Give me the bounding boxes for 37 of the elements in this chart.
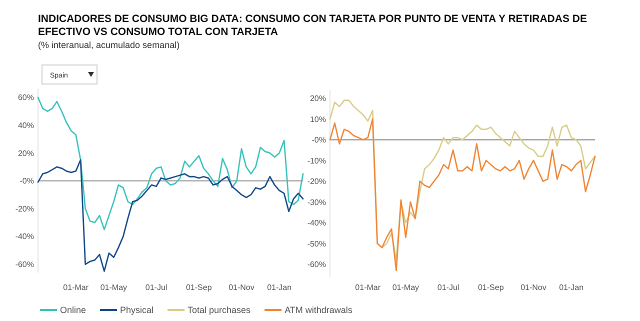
y-tick-label: -0%	[20, 176, 34, 186]
x-tick-label: 01-Mar	[355, 283, 381, 292]
x-tick-label: 01-Jul	[437, 283, 460, 292]
x-tick-label: 01-Jan	[559, 283, 584, 292]
y-tick-label: 40%	[18, 120, 34, 130]
x-tick-label: 01-May	[100, 283, 128, 292]
line-series	[37, 96, 304, 230]
x-tick-label: 01-Mar	[63, 283, 89, 292]
y-tick-label: -10%	[307, 156, 326, 166]
x-tick-label: 01-Nov	[520, 283, 546, 292]
y-tick-label: -50%	[307, 239, 326, 248]
chart-subtitle: (% interanual, acumulado semanal)	[38, 40, 180, 50]
y-tick-label: -30%	[307, 198, 326, 207]
line-series	[37, 159, 304, 272]
y-tick-label: -40%	[15, 232, 34, 242]
line-series	[329, 118, 596, 272]
y-tick-label: -60%	[15, 260, 34, 270]
y-tick-label: -20%	[15, 204, 34, 214]
y-tick-label: -60%	[307, 260, 326, 270]
x-tick-label: 01-Jul	[145, 283, 168, 292]
x-tick-label: 01-Sep	[186, 283, 212, 292]
x-tick-label: 01-May	[392, 283, 420, 292]
y-tick-label: -0%	[312, 136, 326, 145]
y-tick-label: -20%	[307, 177, 326, 186]
x-tick-label: 01-Sep	[478, 283, 504, 292]
y-tick-label: 20%	[310, 94, 326, 103]
x-tick-label: 01-Jan	[267, 283, 292, 292]
x-tick-label: 01-Nov	[228, 283, 254, 292]
y-tick-label: 20%	[18, 148, 34, 158]
y-tick-label: 10%	[310, 114, 326, 124]
legend-label: Total purchases	[188, 305, 252, 315]
legend-label: Physical	[120, 305, 154, 315]
legend-label: ATM withdrawals	[284, 305, 353, 315]
y-tick-label: 60%	[18, 93, 34, 102]
legend-label: Online	[60, 305, 86, 315]
chart-title: INDICADORES DE CONSUMO BIG DATA: CONSUMO CON TARJETA POR PUNTO DE VENTA Y RETIRADAS DE EFECTIVO VS CONSUMO TOTAL CON TARJETA	[38, 13, 587, 38]
y-tick-label: -40%	[307, 218, 326, 228]
